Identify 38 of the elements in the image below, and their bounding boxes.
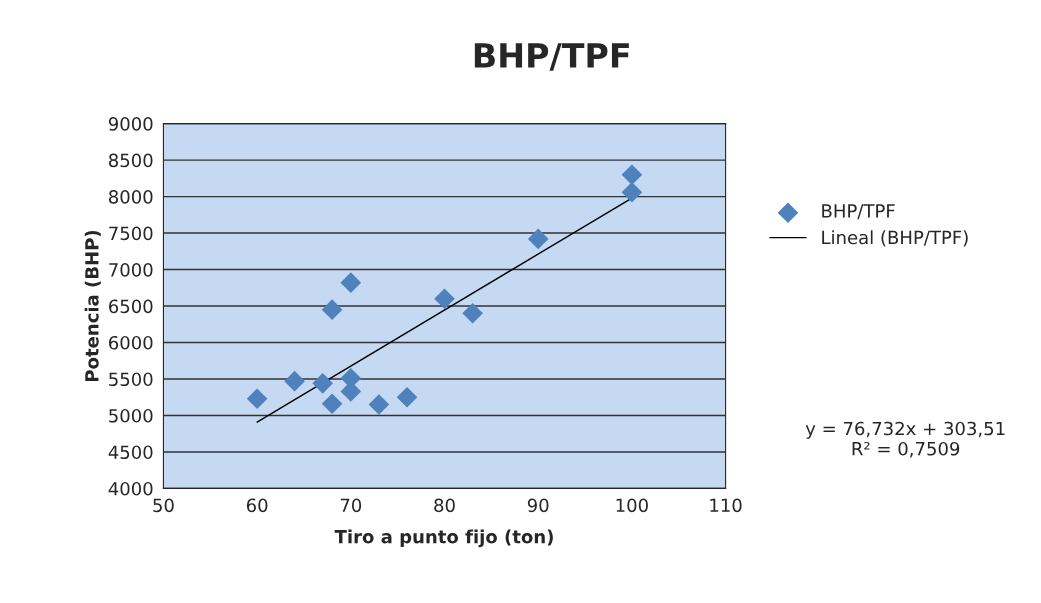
y-tick-label: 5500 [109, 372, 153, 387]
x-tick-label: 70 [340, 498, 362, 513]
y-tick-label: 5000 [109, 408, 153, 423]
point [621, 181, 643, 203]
y-tick-label: 9000 [108, 117, 153, 131]
x-tick-label: 110 [710, 498, 742, 513]
point [340, 381, 362, 402]
point [396, 386, 418, 408]
legend-label: Lineal (BHP/TPF) [822, 230, 968, 247]
point [462, 303, 483, 324]
text: y = 76,732x + 303,51 R² = 0,7509 [805, 421, 1005, 458]
point [284, 370, 305, 392]
point [312, 373, 334, 394]
point [321, 393, 343, 415]
point [621, 164, 643, 185]
y-tick-label: 7000 [109, 263, 153, 277]
y-tick-label: 8000 [108, 190, 153, 204]
x-tick-label: 80 [434, 498, 455, 513]
y-tick-label: 7500 [109, 226, 153, 241]
point [368, 394, 390, 415]
point [246, 388, 268, 409]
point [434, 288, 455, 310]
x-tick-label: 100 [616, 498, 648, 513]
chart-title: BHP/TPF [474, 43, 629, 71]
x-tick-label: 90 [527, 498, 549, 513]
y-axis-title: Potencia (BHP) [84, 230, 101, 382]
x-axis-title: Tiro a punto fijo (ton) [334, 529, 553, 548]
legend-label: BHP/TPF [822, 204, 895, 220]
y-tick-label: 4000 [108, 481, 153, 496]
y-tick-label: 6500 [109, 299, 153, 314]
y-tick-label: 8500 [108, 153, 153, 168]
y-tick-label: 4500 [108, 445, 153, 460]
point [340, 272, 362, 293]
x-tick-label: 60 [246, 498, 268, 513]
x-tick-label: 50 [153, 498, 174, 513]
point [527, 228, 549, 250]
y-tick-label: 6000 [109, 335, 153, 350]
point [321, 299, 343, 320]
